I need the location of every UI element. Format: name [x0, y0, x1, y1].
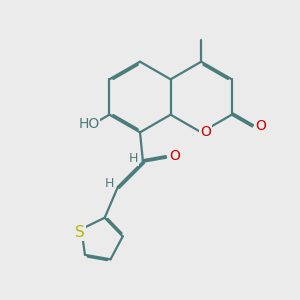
Text: O: O	[169, 149, 180, 163]
Text: O: O	[256, 119, 266, 134]
Text: S: S	[75, 225, 85, 240]
Text: HO: HO	[78, 117, 99, 131]
Text: O: O	[200, 125, 211, 139]
Text: H: H	[104, 177, 114, 190]
Text: H: H	[129, 152, 138, 165]
